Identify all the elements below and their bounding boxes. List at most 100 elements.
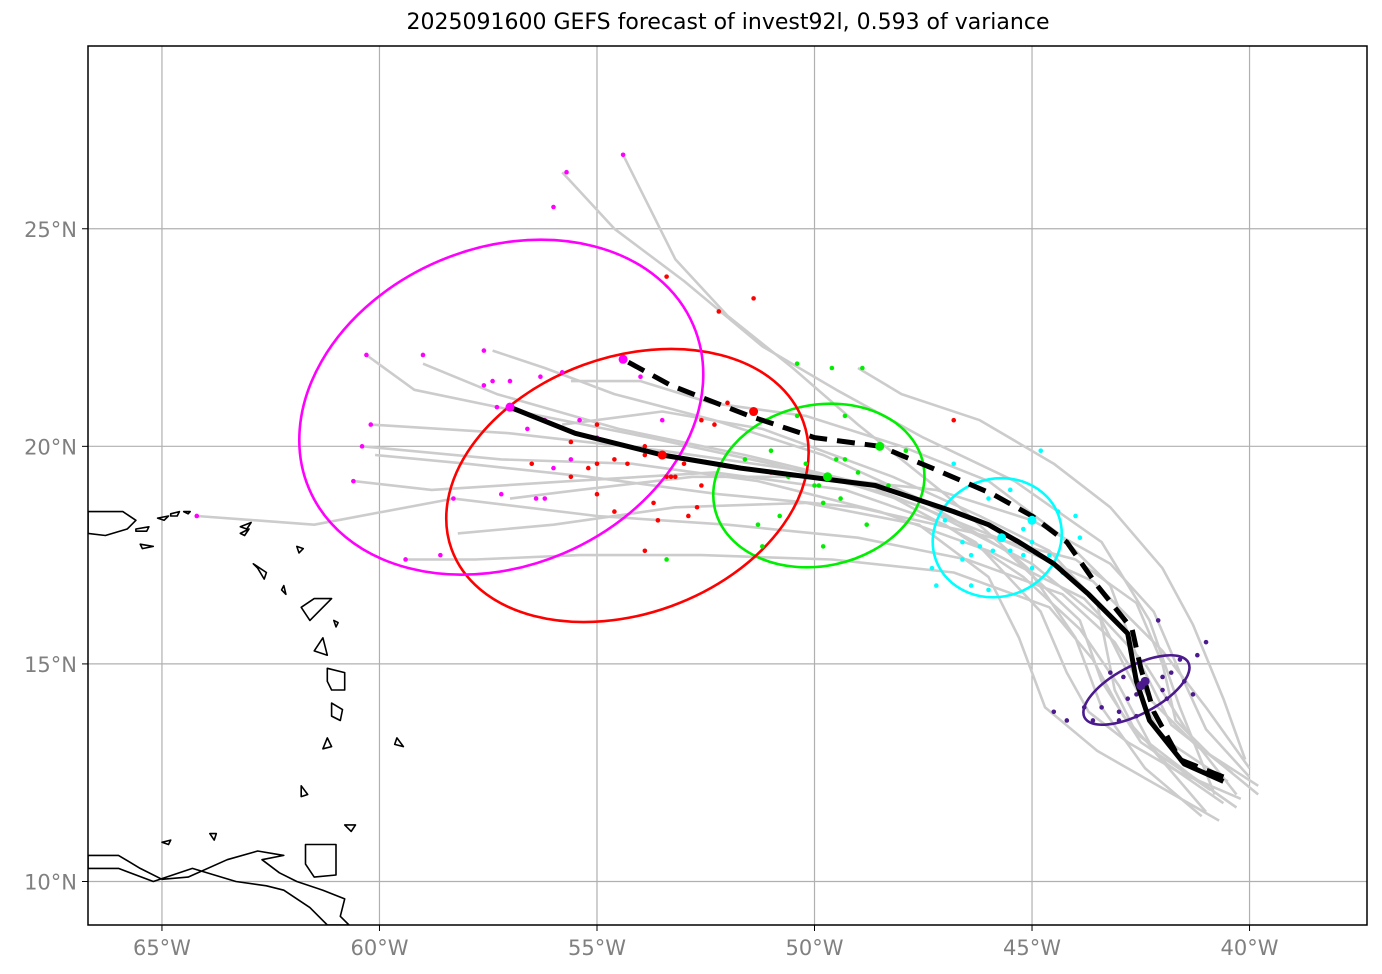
member-position-point [686, 513, 691, 519]
member-position-point [651, 500, 656, 506]
member-position-point [668, 474, 674, 480]
member-position-point [594, 461, 600, 467]
member-position-point [755, 522, 761, 527]
member-position-point [525, 426, 530, 432]
member-position-point [864, 522, 870, 527]
member-position-point [929, 565, 935, 571]
land-outline [393, 737, 405, 748]
member-position-point [642, 452, 648, 458]
member-position-point [820, 500, 826, 506]
member-position-point [612, 509, 617, 514]
mean-position-marker [618, 354, 628, 364]
member-position-point [803, 461, 809, 467]
member-position-point [1116, 709, 1122, 715]
member-position-point [1134, 713, 1139, 719]
member-position-point [642, 548, 648, 554]
mean-track-solid [509, 404, 1225, 784]
land-outline [343, 824, 357, 833]
member-position-point [1073, 513, 1078, 519]
member-position-point [842, 457, 848, 462]
land-outline [252, 562, 268, 580]
x-tick-labels: 65°W 60°W 55°W 50°W 45°W 40°W [133, 925, 1279, 960]
member-position-point [1181, 679, 1187, 684]
gridlines [88, 46, 1367, 925]
member-position-point [1055, 509, 1061, 514]
ensemble-member-track [561, 171, 1216, 795]
mean-position-marker [749, 407, 759, 417]
member-position-point [625, 461, 630, 467]
land-outline [209, 832, 218, 841]
member-position-point [529, 461, 535, 467]
member-position-point [1029, 565, 1035, 571]
land-outline [161, 839, 172, 846]
member-position-point [960, 557, 965, 562]
land-outline [295, 545, 305, 554]
land-outline [239, 521, 252, 530]
member-position-point [1164, 696, 1170, 702]
member-position-point [990, 548, 996, 554]
member-position-point [620, 152, 626, 158]
mean-position-marker [823, 472, 833, 482]
member-position-point [1021, 526, 1026, 532]
member-position-point [364, 352, 369, 358]
member-position-point [481, 383, 487, 388]
member-position-point [816, 483, 822, 488]
mean-position-marker [875, 441, 885, 451]
x-tick-label: 50°W [786, 936, 844, 960]
member-position-point [760, 544, 765, 549]
land-outline [300, 597, 333, 622]
member-position-point [672, 474, 678, 480]
member-position-point [551, 465, 556, 471]
member-position-point [359, 444, 365, 449]
member-position-point [498, 491, 504, 497]
member-position-point [968, 583, 974, 588]
land-outline [304, 843, 337, 878]
ensemble-member-track [857, 366, 1247, 761]
member-position-point [594, 491, 600, 497]
member-position-point [638, 374, 643, 380]
land-outline [332, 619, 339, 628]
member-position-point [1116, 718, 1122, 723]
member-position-point [951, 461, 957, 467]
member-position-point [725, 400, 730, 406]
member-position-point [986, 496, 991, 501]
member-position-point [1108, 670, 1113, 675]
y-tick-labels: 25°N 20°N 15°N 10°N [24, 218, 88, 894]
member-position-point [542, 496, 548, 501]
member-position-point [490, 378, 495, 384]
mean-position-marker [505, 402, 515, 412]
uncertainty-ellipse [444, 347, 810, 624]
member-position-point [942, 518, 948, 523]
member-position-point [551, 204, 556, 210]
member-position-point [820, 544, 826, 549]
land-outline [239, 528, 250, 537]
member-position-point [594, 422, 600, 427]
ensemble-member-track [457, 501, 1220, 822]
member-position-point [751, 296, 756, 301]
coastlines [88, 510, 405, 925]
member-position-point [1077, 535, 1083, 541]
member-position-point [577, 417, 582, 423]
land-outline [313, 636, 329, 657]
member-position-point [1121, 674, 1126, 680]
land-outline [139, 543, 155, 550]
member-position-point [812, 483, 817, 488]
member-position-point [977, 544, 983, 549]
member-position-point [855, 470, 861, 475]
member-position-point [960, 539, 965, 545]
land-outline [169, 510, 181, 517]
ensemble-tracks [196, 154, 1260, 822]
member-position-point [1134, 692, 1139, 697]
member-position-point [903, 448, 909, 453]
y-tick-label: 15°N [24, 653, 77, 677]
member-position-point [833, 457, 839, 462]
member-position-point [194, 513, 200, 519]
member-position-point [1007, 487, 1013, 493]
ensemble-member-track [422, 362, 1242, 800]
member-position-point [659, 417, 665, 423]
member-position-point [842, 413, 848, 419]
member-position-point [612, 457, 617, 462]
member-position-point [568, 439, 574, 445]
member-position-point [1021, 552, 1026, 558]
